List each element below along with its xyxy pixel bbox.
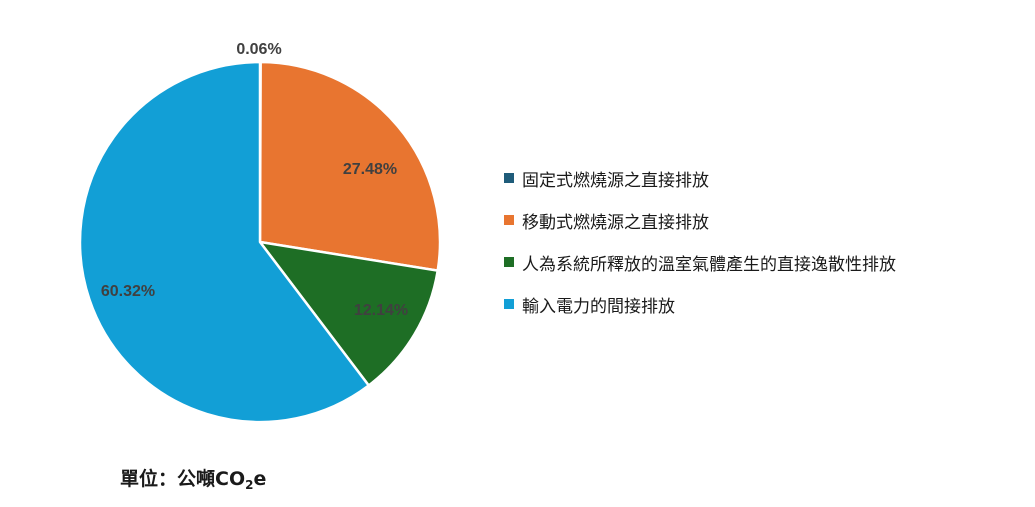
chart-legend: 固定式燃燒源之直接排放 移動式燃燒源之直接排放 人為系統所釋放的溫室氣體產生的直… [504,168,896,336]
legend-item-mobile-combustion: 移動式燃燒源之直接排放 [504,210,896,233]
data-label: 12.14% [354,302,408,319]
legend-label: 輸入電力的間接排放 [522,296,675,317]
slice-fugitive-emissions [258,240,439,387]
legend-swatch [504,299,514,309]
data-label: 0.06% [236,41,281,58]
unit-note-prefix: 單位：公噸CO [120,468,246,490]
unit-note: 單位：公噸CO2e [120,464,266,492]
legend-swatch [504,173,514,183]
legend-label: 人為系統所釋放的溫室氣體產生的直接逸散性排放 [522,254,896,275]
legend-item-stationary-combustion: 固定式燃燒源之直接排放 [504,168,896,191]
data-label: 27.48% [343,161,397,178]
pie-data-labels: 0.06% 27.48% 12.14% 60.32% [101,41,408,319]
legend-item-imported-electricity: 輸入電力的間接排放 [504,294,896,317]
legend-swatch [504,257,514,267]
data-label: 60.32% [101,283,155,300]
pie-slices [78,60,442,424]
slice-imported-electricity [78,60,370,424]
legend-label: 移動式燃燒源之直接排放 [522,212,709,233]
unit-note-suffix: e [253,468,267,490]
legend-swatch [504,215,514,225]
unit-note-subscript: 2 [245,478,254,492]
legend-label: 固定式燃燒源之直接排放 [522,170,709,191]
slice-mobile-combustion [258,60,442,272]
legend-item-fugitive-emissions: 人為系統所釋放的溫室氣體產生的直接逸散性排放 [504,252,896,275]
